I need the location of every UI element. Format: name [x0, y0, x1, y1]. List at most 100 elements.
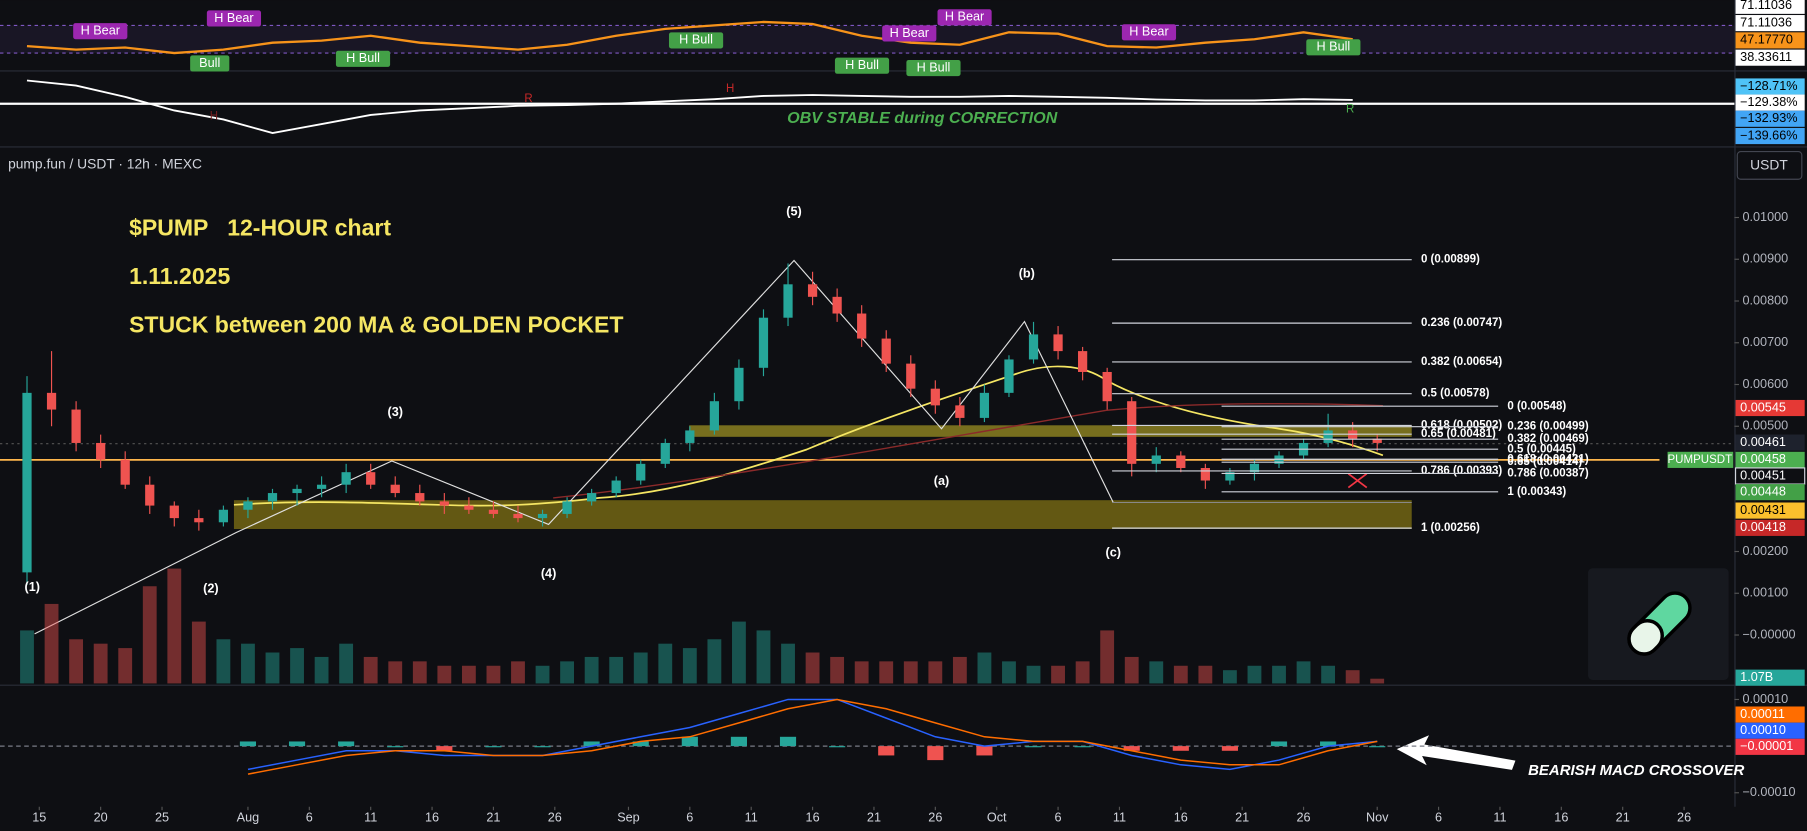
divergence-label: H Bull — [679, 33, 713, 47]
volume-bar — [1370, 678, 1385, 684]
candle-body — [366, 472, 376, 485]
macd-histogram-bar — [878, 746, 895, 756]
x-tick-label: 15 — [32, 811, 46, 825]
x-tick-label: 11 — [1493, 811, 1506, 825]
candle-body — [243, 501, 253, 510]
candle-body — [955, 405, 965, 418]
candle-body — [267, 493, 278, 502]
price-flag-label: −129.38% — [1740, 95, 1797, 109]
candle-body — [96, 442, 106, 460]
candle-body — [709, 401, 719, 431]
divergence-tag — [882, 25, 937, 42]
chart-subtitle: STUCK between 200 MA & GOLDEN POCKET — [129, 311, 623, 337]
fib-level-label: 0 (0.00899) — [1421, 254, 1480, 266]
y-tick-label: 0.00100 — [1742, 586, 1788, 600]
x-tick-label: 11 — [364, 811, 377, 825]
indicator-line — [26, 20, 1353, 55]
divergence-tag — [906, 59, 961, 77]
price-flag-label: −0.00001 — [1740, 739, 1793, 753]
y-tick-label: 0.00800 — [1742, 293, 1788, 307]
macd-histogram-bar — [534, 746, 551, 748]
price-flag-label: −132.93% — [1740, 111, 1797, 125]
candle-body — [169, 505, 179, 519]
x-tick-label: Oct — [987, 811, 1007, 825]
volume-bar — [928, 661, 943, 684]
wave-label: (a) — [934, 474, 949, 488]
currency-button[interactable] — [1736, 151, 1803, 180]
x-tick-label: 21 — [486, 811, 500, 825]
price-flag — [1735, 434, 1805, 451]
x-tick-label: 16 — [425, 811, 439, 825]
macd-histogram-bar — [730, 736, 747, 747]
moving-average — [553, 402, 1383, 499]
fib-level-label: 0.382 (0.00654) — [1421, 356, 1502, 368]
volume-bar — [879, 661, 894, 684]
price-flag — [1735, 738, 1805, 755]
candle-body — [390, 484, 400, 494]
price-flag-label: 0.00461 — [1740, 435, 1786, 449]
y-tick-label: 0.00200 — [1742, 544, 1788, 558]
x-tick-label: 6 — [1435, 811, 1442, 825]
volume-bar — [1075, 661, 1090, 684]
wave-label: (2) — [203, 581, 218, 595]
volume-bar — [1296, 661, 1311, 684]
golden-pocket-zone — [689, 425, 1412, 437]
candle-body — [1372, 438, 1382, 443]
fib-level-label: 0.65 (0.00414) — [1507, 456, 1582, 468]
volume-bar — [93, 643, 108, 684]
candle-body — [1004, 359, 1014, 393]
obv-annotation: H — [210, 110, 218, 122]
fib-level-label: 0.236 (0.00747) — [1421, 317, 1502, 329]
volume-bar — [241, 643, 255, 684]
candle-body — [415, 493, 425, 502]
candle-body — [537, 513, 548, 519]
fib-level-label: 0.236 (0.00499) — [1507, 421, 1588, 433]
macd-histogram-bar — [779, 736, 797, 747]
price-flag — [1735, 484, 1805, 501]
volume-bar — [339, 643, 354, 684]
candle-body — [1053, 334, 1063, 352]
macd-histogram-bar — [239, 741, 257, 747]
price-flag-label: −139.66% — [1740, 128, 1797, 142]
volume-bar — [781, 643, 795, 684]
volume-bar — [952, 656, 967, 684]
macd-histogram-bar — [1172, 746, 1189, 751]
volume-bar — [830, 656, 845, 684]
volume-bar — [1002, 661, 1016, 684]
x-tick-label: 25 — [155, 811, 169, 825]
moving-average — [233, 365, 1384, 507]
volume-bar — [167, 568, 182, 684]
fib-level-label: 0.382 (0.00469) — [1507, 433, 1588, 445]
divergence-tag — [206, 10, 262, 27]
x-tick-label: 6 — [1055, 811, 1062, 825]
price-flag — [1735, 94, 1805, 111]
volume-bar — [191, 621, 206, 684]
volume-bar — [69, 639, 84, 684]
volume-bar — [1247, 665, 1262, 684]
wave-label: (4) — [541, 566, 556, 580]
price-flag — [1735, 0, 1805, 14]
candle-body — [832, 296, 842, 314]
y-tick-label: 0.00010 — [1742, 692, 1788, 706]
candle-body — [292, 488, 302, 494]
volume-bar — [1198, 665, 1213, 684]
volume-bar — [20, 630, 34, 684]
macd-histogram-bar — [1320, 741, 1337, 747]
candle-body — [979, 392, 990, 418]
annotation-arrow — [1396, 735, 1516, 770]
price-flag-label: 0.00458 — [1740, 452, 1786, 466]
macd-histogram-bar — [632, 741, 649, 747]
y-tick-label: 0.01000 — [1742, 210, 1788, 224]
volume-bar — [265, 652, 280, 684]
candle-body — [930, 388, 940, 406]
price-flag-label: 0.00451 — [1740, 468, 1786, 482]
currency-label[interactable]: USDT — [1750, 157, 1788, 173]
candle-body — [1249, 463, 1260, 473]
volume-bar — [633, 652, 648, 684]
candle-body — [636, 463, 646, 481]
candle-body — [1176, 455, 1186, 469]
symbol-header: pump.fun / USDT · 12h · MEXC — [8, 156, 202, 172]
macd-histogram-bar — [387, 746, 404, 748]
price-flag-label: 38.33611 — [1740, 50, 1792, 64]
